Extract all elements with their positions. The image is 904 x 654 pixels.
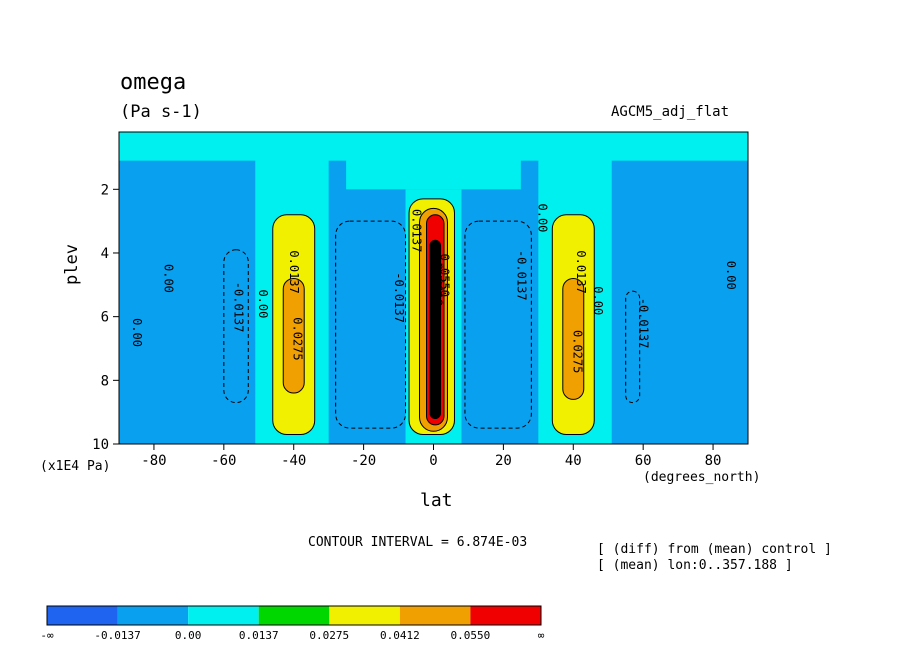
- y-tick-label: 2: [101, 182, 109, 198]
- y-tick-label: 6: [101, 310, 109, 326]
- contour-region-10: [562, 277, 585, 400]
- contour-label-8: 0.0412: [431, 263, 445, 306]
- contour-region-8: [464, 220, 532, 429]
- contour-label-15: -0.0137: [637, 298, 651, 349]
- colorbar-label-3: 0.0137: [239, 629, 279, 642]
- y-tick-label: 8: [101, 373, 109, 389]
- contour-label-2: -0.0137: [231, 282, 245, 333]
- contour-label-16: 0.00: [724, 261, 738, 290]
- y-axis-units: (x1E4 Pa): [40, 459, 111, 474]
- contour-region-11: [625, 290, 641, 404]
- contour-label-11: 0.00: [535, 204, 549, 233]
- contour-label-9: 0.0550: [437, 254, 451, 297]
- contour-region-3: [335, 220, 407, 429]
- note-mean: [ (mean) lon:0..357.188 ]: [597, 558, 793, 573]
- x-tick-label: 40: [565, 453, 582, 469]
- colorbar-label-0: -∞: [40, 629, 54, 642]
- y-tick-label: 10: [92, 437, 109, 453]
- contour-label-4: 0.0137: [287, 250, 301, 293]
- x-tick-label: -40: [281, 453, 306, 469]
- contour-label-0: 0.00: [130, 318, 144, 347]
- contour-label-12: 0.0137: [574, 250, 588, 293]
- colorbar-label-6: 0.0550: [451, 629, 491, 642]
- contour-label-7: 0.0137: [410, 209, 424, 252]
- x-axis-units: (degrees_north): [643, 470, 761, 485]
- contour-region-7: [429, 239, 441, 420]
- x-tick-label: -60: [211, 453, 236, 469]
- contour-label-10: -0.0137: [514, 250, 528, 301]
- chart-units: (Pa s-1): [120, 102, 202, 122]
- x-tick-label: -80: [141, 453, 166, 469]
- x-tick-label: 60: [635, 453, 652, 469]
- x-axis-label: lat: [420, 490, 453, 511]
- contour-label-1: 0.00: [161, 264, 175, 293]
- contour-region-0: [223, 249, 249, 404]
- contour-label-14: 0.0275: [570, 330, 584, 373]
- colorbar-swatch-3: [258, 606, 330, 625]
- contour-label-13: 0.00: [591, 286, 605, 315]
- colorbar-label-7: ∞: [538, 629, 545, 642]
- contour-interval: CONTOUR INTERVAL = 6.874E-03: [308, 535, 528, 550]
- x-tick-label: 20: [495, 453, 512, 469]
- colorbar-swatch-4: [329, 606, 400, 625]
- colorbar-label-5: 0.0412: [380, 629, 420, 642]
- contour-label-6: -0.0137: [392, 272, 406, 323]
- note-diff: [ (diff) from (mean) control ]: [597, 542, 832, 557]
- colorbar-label-2: 0.00: [175, 629, 202, 642]
- contour-label-5: 0.0275: [291, 317, 305, 360]
- colorbar-swatch-2: [188, 606, 259, 625]
- colorbar-frame: [46, 605, 542, 626]
- colorbar-label-4: 0.0275: [309, 629, 349, 642]
- x-tick-label: 0: [429, 453, 437, 469]
- colorbar-swatch-5: [399, 606, 471, 625]
- zero-band-center: [346, 157, 521, 190]
- colorbar-swatch-6: [470, 606, 541, 625]
- source-label: AGCM5_adj_flat: [611, 104, 730, 120]
- y-tick-label: 4: [101, 246, 109, 262]
- x-tick-label: 80: [705, 453, 722, 469]
- x-tick-label: -20: [351, 453, 376, 469]
- contour-region-2: [282, 277, 305, 394]
- chart-title: omega: [120, 70, 187, 95]
- zero-band-top: [119, 132, 748, 161]
- colorbar-swatch-0: [47, 606, 118, 625]
- colorbar-swatch-1: [117, 606, 189, 625]
- contour-label-3: 0.00: [256, 289, 270, 318]
- colorbar-label-1: -0.0137: [94, 629, 140, 642]
